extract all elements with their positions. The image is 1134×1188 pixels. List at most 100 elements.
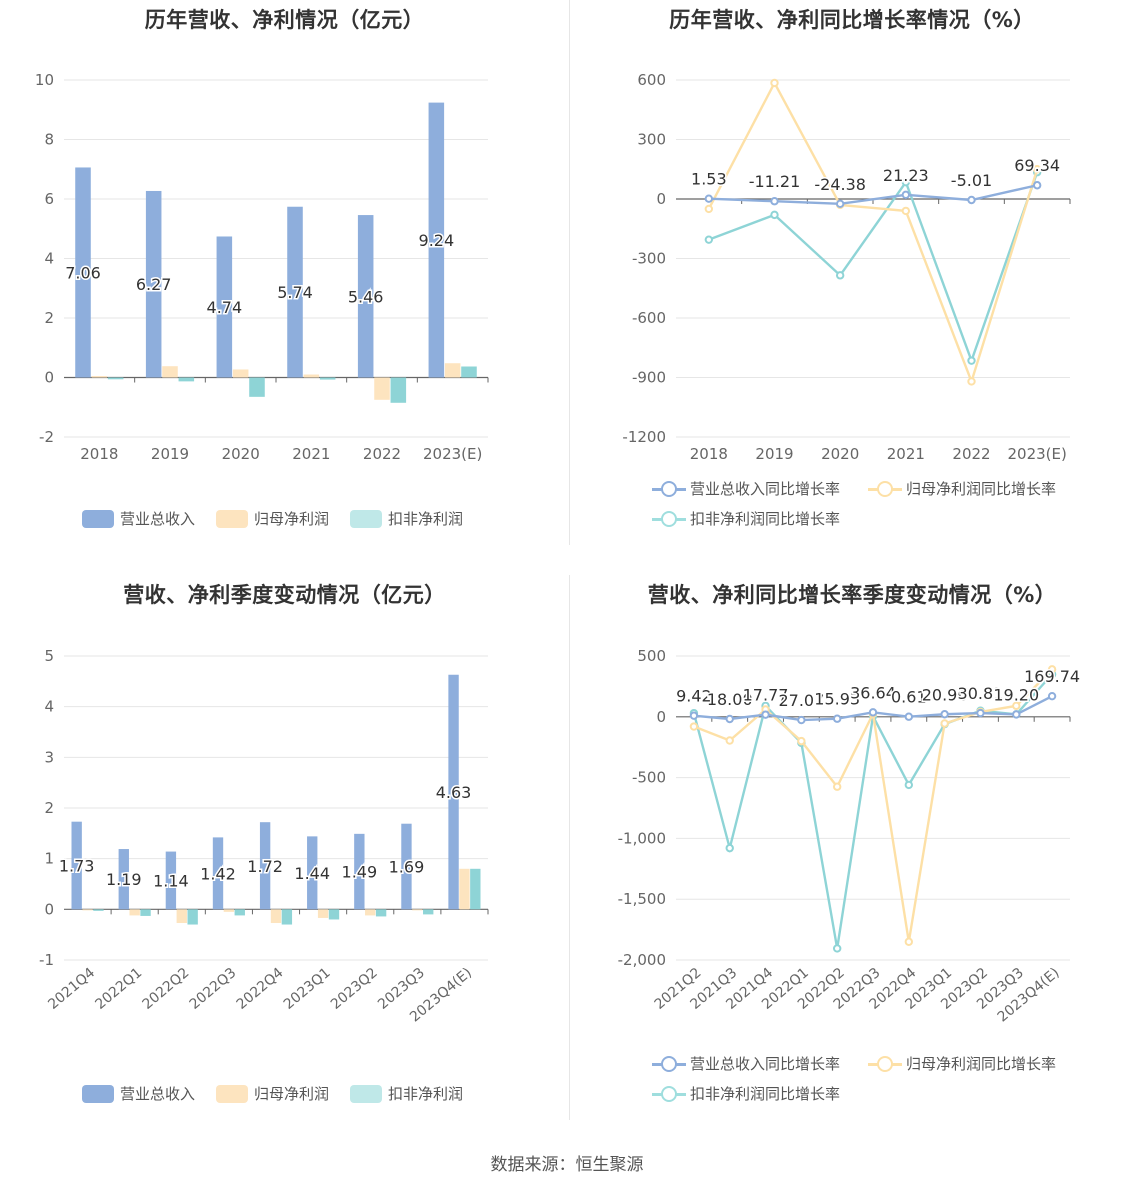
data-point <box>761 710 770 719</box>
line-data-label: 15.93 <box>814 690 860 709</box>
y-tick-label: 0 <box>44 900 54 918</box>
bar-deducted-profit <box>249 377 265 397</box>
bar-revenue <box>216 236 233 378</box>
y-tick-label: -900 <box>632 369 666 387</box>
legend-item-revenue-growth[interactable]: 营业总收入同比增长率 <box>652 478 840 499</box>
x-tick-label: 2021Q4 <box>45 965 98 1013</box>
data-point <box>770 197 779 206</box>
data-point <box>1032 181 1042 190</box>
data-point <box>1047 691 1057 701</box>
bar-data-label: 9.24 <box>419 231 455 250</box>
bar-deducted-profit <box>319 377 336 380</box>
legend-swatch <box>216 1084 248 1103</box>
y-tick-label: 0 <box>44 369 54 387</box>
line-data-label: 69.34 <box>1014 156 1060 175</box>
quarterly-revenue-profit-chart: -10123452021Q42022Q12022Q22022Q32022Q420… <box>39 647 489 1025</box>
legend-item-deducted-profit[interactable]: 扣非净利润 <box>350 508 463 529</box>
legend-item-parent-profit[interactable]: 归母净利润 <box>216 508 329 529</box>
legend-swatch <box>216 509 248 528</box>
bar-parent-profit <box>374 377 390 400</box>
y-tick-label: -2,000 <box>618 951 666 969</box>
bar-deducted-profit <box>281 909 293 925</box>
data-point <box>940 710 949 719</box>
x-tick-label: 2022Q3 <box>187 965 240 1013</box>
x-tick-label: 2023Q2 <box>328 965 381 1013</box>
y-tick-label: -300 <box>632 250 666 268</box>
bar-revenue <box>118 849 129 910</box>
line-data-label: 19.20 <box>993 685 1039 704</box>
data-point <box>901 190 911 199</box>
legend-item-parent-growth[interactable]: 归母净利润同比增长率 <box>868 478 1056 499</box>
bar-revenue <box>75 167 91 378</box>
y-tick-label: 2 <box>44 309 54 327</box>
bar-deducted-profit <box>93 909 104 911</box>
data-point <box>904 780 914 790</box>
quarterly-growth-panel: 营收、净利同比增长率季度变动情况（%） -2,000 -1,500 -1,000 -5… <box>570 575 1134 1120</box>
legend-item-parent-profit[interactable]: 归母净利润 <box>216 1083 329 1104</box>
legend-line-marker <box>868 1055 902 1073</box>
bar-data-label: 1.44 <box>294 864 330 883</box>
legend-item-deducted-growth[interactable]: 扣非净利润同比增长率 <box>652 1083 840 1104</box>
y-tick-label: 4 <box>44 698 54 716</box>
bar-parent-profit <box>91 376 108 378</box>
x-tick-label: 2019 <box>755 445 793 463</box>
y-tick-label: 0 <box>656 708 666 726</box>
line-data-label: 9.42 <box>676 687 712 706</box>
y-tick-label: 5 <box>44 647 54 665</box>
data-point <box>835 199 845 209</box>
bar-data-label: 1.73 <box>59 857 95 876</box>
chart-title: 营收、净利同比增长率季度变动情况（%） <box>647 583 1057 607</box>
data-point <box>704 194 714 203</box>
x-tick-label: 2021 <box>292 445 330 463</box>
legend-item-deducted-profit[interactable]: 扣非净利润 <box>350 1083 463 1104</box>
bar-deducted-profit <box>470 868 481 910</box>
annual-growth-panel: 历年营收、净利同比增长率情况（%） -1200 -900 -600 -300 0 300 6… <box>570 0 1134 545</box>
data-point <box>868 708 878 717</box>
y-tick-label: 300 <box>637 131 666 149</box>
x-tick-label: 2019 <box>151 445 189 463</box>
quarterly-growth-chart: -2,000-1,500-1,000-50005002021Q22021Q320… <box>618 647 1082 1025</box>
series-line-parent-growth <box>707 80 1039 386</box>
legend-line-marker <box>652 1085 686 1103</box>
data-point <box>976 708 985 718</box>
bar-deducted-profit <box>234 909 245 916</box>
y-tick-label: -1,500 <box>618 890 666 908</box>
line-data-label: 27.07 <box>778 691 824 710</box>
y-tick-label: 3 <box>44 748 54 766</box>
line-data-label: 17.77 <box>743 686 789 705</box>
bar-deducted-profit <box>328 909 340 920</box>
legend-item-parent-growth[interactable]: 归母净利润同比增长率 <box>868 1053 1056 1074</box>
y-tick-label: 2 <box>44 799 54 817</box>
legend-item-revenue[interactable]: 营业总收入 <box>82 508 195 529</box>
data-point <box>704 235 714 244</box>
bar-revenue <box>145 190 162 378</box>
panel-divider <box>569 0 570 545</box>
bar-deducted-profit <box>140 909 151 916</box>
bar-data-label: 1.14 <box>153 871 189 890</box>
bar-revenue <box>357 215 374 378</box>
legend-swatch <box>82 1084 114 1103</box>
legend-item-deducted-growth[interactable]: 扣非净利润同比增长率 <box>652 508 840 529</box>
bar-revenue <box>428 102 445 378</box>
bar-parent-profit <box>459 868 470 910</box>
y-tick-label: 10 <box>35 71 54 89</box>
data-point <box>689 711 699 720</box>
x-tick-label: 2023(E) <box>1007 445 1066 463</box>
data-point <box>901 177 911 187</box>
legend-line-marker <box>652 480 686 498</box>
bar-parent-profit <box>412 909 423 911</box>
x-tick-label: 2022Q4 <box>234 965 287 1013</box>
annual-growth-chart: -1200 -900 -600 -300 0 300 600 2018 2019 2020 2021… <box>622 71 1071 463</box>
data-point <box>904 712 914 721</box>
x-tick-label: 2022 <box>363 445 401 463</box>
legend-line-marker <box>652 510 686 528</box>
legend-item-revenue-growth[interactable]: 营业总收入同比增长率 <box>652 1053 840 1074</box>
x-tick-label: 2020 <box>821 445 859 463</box>
x-tick-label: 2021 <box>887 445 925 463</box>
y-tick-label: -1 <box>39 951 54 969</box>
data-source: 数据来源：恒生聚源 <box>490 1155 644 1175</box>
line-data-label: 0.61 <box>891 688 927 707</box>
legend-item-revenue[interactable]: 营业总收入 <box>82 1083 195 1104</box>
data-point <box>967 195 976 205</box>
bar-revenue <box>165 851 177 910</box>
